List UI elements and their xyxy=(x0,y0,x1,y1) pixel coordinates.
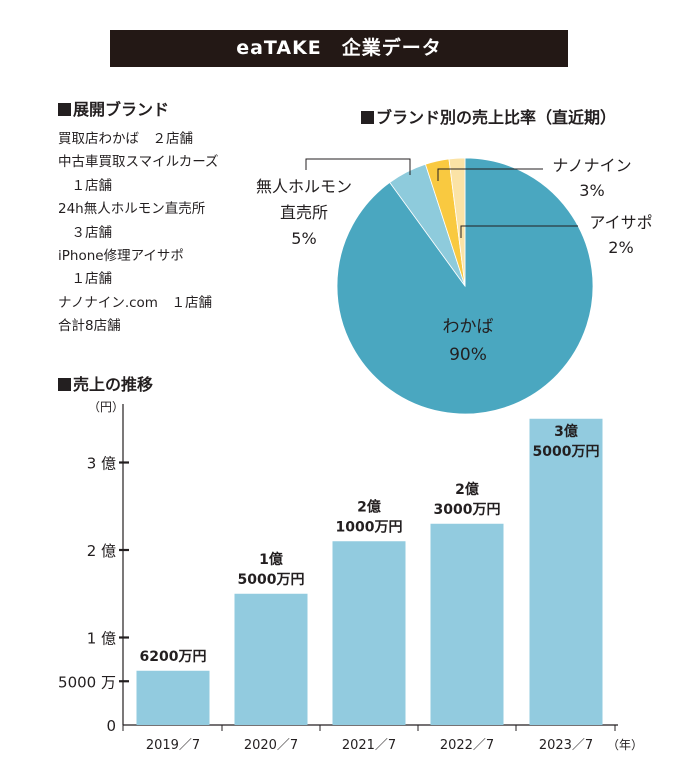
pie-label: 直売所 xyxy=(280,203,328,222)
brand-line: 中古車買取スマイルカーズ xyxy=(58,154,219,171)
pie-heading-text: ブランド別の売上比率（直近期） xyxy=(376,108,617,127)
bar-value-label: 2億 xyxy=(455,481,479,498)
sales-heading: 売上の推移 xyxy=(58,371,153,395)
pie-slice xyxy=(448,157,466,287)
bar-value-label: 3億 xyxy=(554,423,578,440)
bar-value-label: 1000万円 xyxy=(336,519,403,535)
pie-leader-line xyxy=(437,168,543,181)
square-bullet-icon xyxy=(58,378,71,391)
y-tick-label: 0 xyxy=(106,717,116,735)
y-tick-label: 2 億 xyxy=(87,542,116,560)
brand-line: iPhone修理アイサポ xyxy=(58,248,184,265)
sales-heading-text: 売上の推移 xyxy=(73,375,154,394)
y-tick-label: 3 億 xyxy=(87,455,116,473)
brand-line: １店舗 xyxy=(58,271,112,288)
x-axis-unit-label: （年） xyxy=(607,738,643,752)
bar-value-label: 1億 xyxy=(259,551,283,568)
bar xyxy=(136,670,210,725)
y-axis-unit-label: （円） xyxy=(88,400,124,414)
pie-label: わかば xyxy=(443,317,494,337)
y-tick-label: 1 億 xyxy=(87,630,116,648)
pie-leader-line xyxy=(305,158,411,175)
y-tick-label: 5000 万 xyxy=(58,673,116,691)
brand-line: １店舗 xyxy=(58,177,112,194)
brands-heading-text: 展開ブランド xyxy=(73,100,170,119)
pie-value-label: 2% xyxy=(608,238,633,257)
pie-value-label: 90% xyxy=(449,345,487,365)
x-tick-label: 2020／7 xyxy=(244,738,298,753)
x-tick-label: 2022／7 xyxy=(440,738,494,753)
brand-list: 買取店わかば ２店舗中古車買取スマイルカーズ １店舗 24h無人ホルモン直売所 ３… xyxy=(58,128,219,339)
brand-line: ３店舗 xyxy=(58,224,112,241)
page-title: eaTAKE 企業データ xyxy=(236,37,442,59)
bar-value-label: 3000万円 xyxy=(434,502,501,518)
pie-value-label: 3% xyxy=(579,181,604,200)
bar xyxy=(234,593,308,725)
pie-label: 無人ホルモン xyxy=(256,177,352,196)
brand-line: 合計8店舗 xyxy=(58,318,121,335)
bar-value-label: 6200万円 xyxy=(140,649,207,665)
bar xyxy=(332,541,406,725)
title-bar: eaTAKE 企業データ xyxy=(110,30,568,67)
brands-heading: 展開ブランド xyxy=(58,96,169,120)
brand-line: 24h無人ホルモン直売所 xyxy=(58,201,206,218)
pie-label: ナノナイン xyxy=(552,156,631,175)
bar xyxy=(430,523,504,725)
bar-value-label: 5000万円 xyxy=(533,444,600,460)
bar xyxy=(529,418,603,725)
bar-value-label: 2億 xyxy=(357,498,381,515)
brand-line: ナノナイン.com １店舗 xyxy=(58,294,212,311)
bar-value-label: 5000万円 xyxy=(238,572,305,588)
x-tick-label: 2021／7 xyxy=(342,738,396,753)
brand-line: 買取店わかば ２店舗 xyxy=(58,131,193,147)
pie-label: アイサポ xyxy=(589,213,652,232)
pie-heading: ブランド別の売上比率（直近期） xyxy=(361,104,616,128)
square-bullet-icon xyxy=(58,103,71,116)
pie-leader-line xyxy=(460,225,578,238)
x-tick-label: 2019／7 xyxy=(146,738,200,753)
square-bullet-icon xyxy=(361,111,374,124)
x-tick-label: 2023／7 xyxy=(539,738,593,753)
pie-value-label: 5% xyxy=(291,229,316,248)
